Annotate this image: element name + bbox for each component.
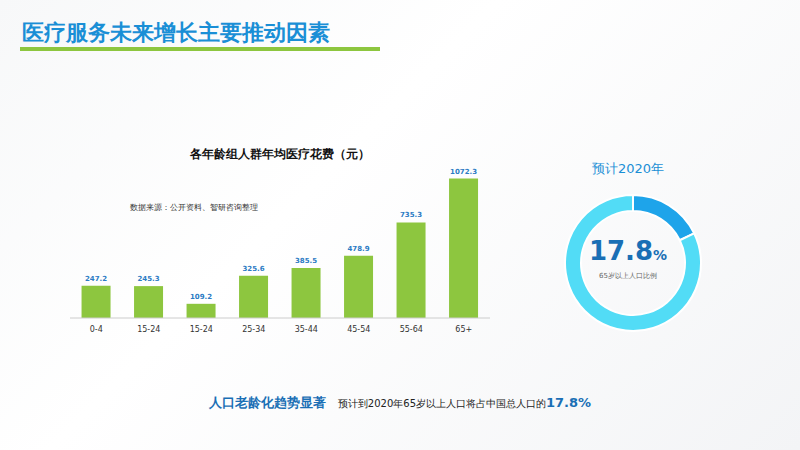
svg-text:245.3: 245.3 (137, 275, 159, 283)
html-text:预计2020年: 预计2020年 (592, 161, 664, 176)
svg-text:478.9: 478.9 (347, 245, 369, 253)
svg-text:25-34: 25-34 (242, 325, 265, 334)
html-text:数据来源：公开资料、智研咨询整理: 数据来源：公开资料、智研咨询整理 (130, 203, 258, 212)
html-text:医疗服务未来增长主要推动因素: 医疗服务未来增长主要推动因素 (22, 20, 330, 45)
svg-text:325.6: 325.6 (242, 265, 264, 273)
svg-text:385.5: 385.5 (295, 257, 317, 265)
svg-text:1072.3: 1072.3 (450, 168, 477, 176)
svg-text:35-44: 35-44 (295, 325, 318, 334)
svg-text:735.3: 735.3 (400, 211, 422, 219)
svg-text:109.2: 109.2 (190, 293, 212, 301)
html-text:各年龄组人群年均医疗花费（元）: 各年龄组人群年均医疗花费（元） (190, 147, 370, 161)
html-text:17.8%: 17.8% (588, 236, 668, 266)
html-text:人口老龄化趋势显著: 人口老龄化趋势显著 (208, 395, 326, 410)
svg-text:65+: 65+ (455, 325, 472, 334)
html-text:65岁以上人口比例: 65岁以上人口比例 (599, 272, 657, 280)
svg-text:15-24: 15-24 (137, 325, 160, 334)
html-text:预计到2020年65岁以上人口将占中国总人口的17.8%: 预计到2020年65岁以上人口将占中国总人口的17.8% (337, 395, 592, 410)
svg-text:0-4: 0-4 (90, 325, 103, 334)
svg-text:15-24: 15-24 (190, 325, 213, 334)
svg-text:45-54: 45-54 (347, 325, 370, 334)
svg-text:247.2: 247.2 (85, 275, 107, 283)
svg-text:55-64: 55-64 (400, 325, 423, 334)
